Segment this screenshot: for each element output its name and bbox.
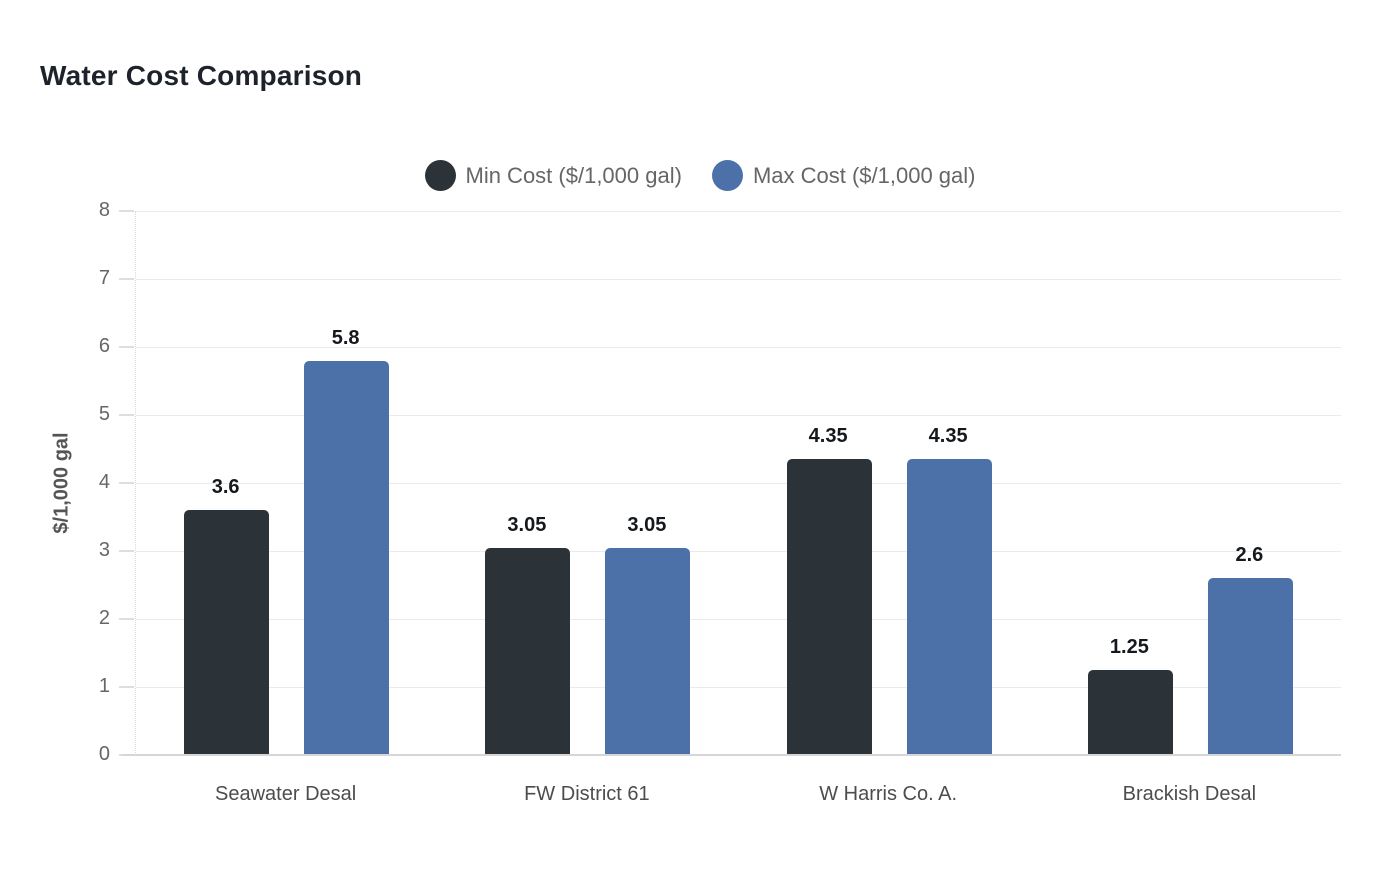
legend-label: Max Cost ($/1,000 gal) — [752, 162, 976, 188]
bar-value-label: 2.6 — [1235, 544, 1264, 567]
y-tick-label: 0 — [98, 743, 110, 766]
grid-line — [136, 483, 1341, 484]
y-tick-mark — [119, 550, 134, 552]
legend-marker-circle-icon — [424, 160, 456, 191]
grid-line — [136, 279, 1341, 280]
bar-max-fw-district-61[interactable] — [605, 547, 691, 755]
x-category-label-w-harris-co-a: W Harris Co. A. — [819, 783, 958, 805]
grid-line — [136, 211, 1341, 212]
y-tick-mark — [119, 686, 134, 688]
bar-value-label: 4.35 — [928, 425, 968, 448]
bar-value-label: 1.25 — [1109, 636, 1149, 658]
bar-value-label: 5.8 — [331, 326, 360, 349]
bar-value-label: 3.05 — [627, 513, 667, 536]
bar-value-label: 4.35 — [808, 425, 848, 448]
x-category-label-brackish-desal: Brackish Desal — [1122, 783, 1257, 805]
y-tick-label: 1 — [98, 675, 110, 698]
bar-max-seawater-desal[interactable] — [304, 360, 390, 755]
y-tick-label: 3 — [98, 539, 110, 562]
y-tick-mark — [119, 278, 134, 280]
bar-max-brackish-desal[interactable] — [1207, 578, 1293, 755]
y-tick-label: 7 — [98, 267, 110, 290]
bar-max-w-harris-co-a[interactable] — [906, 459, 992, 755]
bar-value-label: 3.05 — [507, 513, 547, 536]
bar-min-brackish-desal[interactable] — [1087, 670, 1173, 755]
plot-area — [135, 211, 1341, 755]
y-tick-label: 8 — [98, 199, 110, 222]
y-tick-label: 4 — [98, 471, 110, 494]
grid-line — [136, 619, 1341, 620]
legend-marker-circle-icon — [711, 160, 743, 191]
chart-title: Water Cost Comparison — [40, 60, 363, 91]
y-tick-mark — [119, 482, 134, 484]
y-tick-label: 5 — [98, 403, 110, 426]
grid-line — [136, 687, 1341, 688]
bar-value-label: 3.6 — [211, 476, 240, 499]
y-tick-label: 6 — [98, 335, 110, 358]
y-tick-mark — [119, 346, 134, 348]
grid-line — [136, 415, 1341, 416]
grid-line — [136, 551, 1341, 552]
legend-item-min-cost-1-000-gal[interactable]: Min Cost ($/1,000 gal) — [424, 160, 682, 191]
y-tick-label: 2 — [98, 607, 110, 630]
x-category-label-fw-district-61: FW District 61 — [524, 783, 650, 805]
grid-line — [136, 347, 1341, 348]
legend: Min Cost ($/1,000 gal) Max Cost ($/1,000 … — [0, 160, 1400, 191]
legend-item-max-cost-1-000-gal[interactable]: Max Cost ($/1,000 gal) — [711, 160, 976, 191]
x-axis-baseline — [123, 754, 1341, 756]
y-tick-mark — [119, 618, 134, 620]
y-tick-mark — [119, 414, 134, 416]
legend-label: Min Cost ($/1,000 gal) — [465, 162, 682, 188]
bar-min-w-harris-co-a[interactable] — [786, 459, 872, 755]
bar-min-fw-district-61[interactable] — [485, 547, 571, 755]
bar-min-seawater-desal[interactable] — [184, 510, 270, 755]
x-category-label-seawater-desal: Seawater Desal — [215, 783, 357, 805]
y-tick-mark — [119, 210, 134, 212]
